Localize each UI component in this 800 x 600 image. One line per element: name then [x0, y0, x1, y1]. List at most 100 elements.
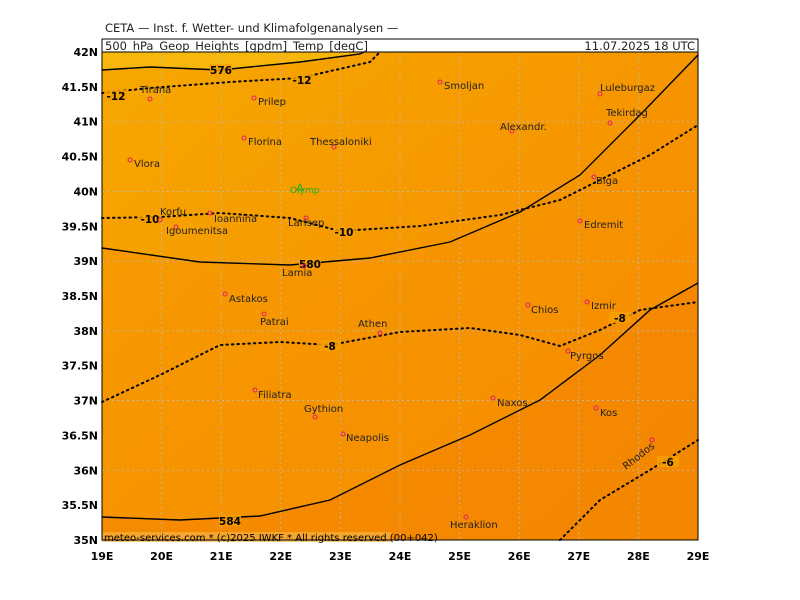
- lon-label: 23E: [329, 550, 352, 563]
- city-marker: [649, 437, 655, 443]
- lon-label: 19E: [91, 550, 114, 563]
- city-label: Lamia: [282, 268, 312, 279]
- city-marker: [303, 215, 309, 221]
- lat-label: 36N: [73, 464, 98, 477]
- city-label: Patrai: [260, 317, 289, 328]
- city-label: Edremit: [584, 220, 623, 231]
- contour-label: -12: [107, 91, 126, 103]
- city-label: Igoumenitsa: [166, 226, 228, 237]
- contour-label: -8: [324, 341, 336, 353]
- city-marker: [607, 120, 613, 126]
- city-label: Alexandr.: [500, 122, 547, 133]
- city-label: Heraklion: [450, 520, 498, 531]
- contour-label: 576: [210, 65, 232, 77]
- city-marker: [207, 210, 213, 216]
- contour-label-bg: [299, 258, 321, 269]
- contour-label-bg: [333, 226, 355, 237]
- contour-label: 584: [219, 516, 241, 528]
- city-label: Vlora: [134, 159, 160, 170]
- city-marker: [127, 157, 133, 163]
- city-label: Olymp: [290, 186, 320, 196]
- lon-label: 20E: [150, 550, 173, 563]
- city-label: Larisep: [288, 218, 324, 229]
- city-label: Tirana: [139, 85, 171, 96]
- city-marker: [577, 218, 583, 224]
- city-label: Chios: [531, 305, 558, 316]
- lat-label: 35.5N: [62, 499, 98, 512]
- contour-label-bg: [609, 312, 631, 323]
- city-marker: [565, 348, 571, 354]
- lat-label: 36.5N: [62, 429, 98, 442]
- city-marker: [301, 263, 307, 269]
- lat-label: 40.5N: [62, 151, 98, 164]
- city-marker: [490, 395, 496, 401]
- footer: meteo-services.com * (c)2025 IWKF * All …: [104, 533, 438, 544]
- lon-label: 22E: [269, 550, 292, 563]
- city-marker: [584, 299, 590, 305]
- contour-label-bg: [291, 74, 313, 85]
- city-label: Pyrgos: [570, 351, 604, 362]
- city-marker: [251, 95, 257, 101]
- city-label: Naxos: [497, 398, 528, 409]
- lat-label: 37N: [73, 395, 98, 408]
- footer-bg: [102, 532, 392, 542]
- city-marker: [173, 224, 179, 230]
- city-label: Izmir: [591, 301, 617, 312]
- city-label: Tekirdag: [605, 108, 648, 119]
- lon-label: 29E: [687, 550, 710, 563]
- contour-label-bg: [210, 64, 232, 75]
- city-label: Astakos: [229, 294, 268, 305]
- temperature-contour: [101, 124, 699, 233]
- contour-label-bg: [105, 90, 127, 101]
- city-label: Ioannina: [214, 214, 257, 225]
- city-label: Gythion: [304, 404, 343, 415]
- contour-label: -6: [662, 457, 674, 469]
- height-band: [102, 52, 364, 70]
- city-marker: [222, 291, 228, 297]
- city-label: Korfu: [160, 207, 186, 218]
- city-label: Filiatra: [258, 390, 292, 401]
- city-marker: [591, 174, 597, 180]
- city-marker: [340, 431, 346, 437]
- title: 500_hPa_Geop_Heights_[gpdm]_Temp_[degC]: [105, 39, 368, 53]
- city-marker: [312, 414, 318, 420]
- city-marker: [147, 96, 153, 102]
- city-label: Biga: [596, 176, 618, 187]
- city-marker: [463, 514, 469, 520]
- lat-label: 41.5N: [62, 81, 98, 94]
- header: CETA — Inst. f. Wetter- und Klimafolgena…: [105, 21, 398, 35]
- city-marker: [331, 144, 337, 150]
- lat-label: 42N: [73, 46, 98, 59]
- contour-label-bg: [657, 456, 679, 467]
- height-contour: [101, 51, 365, 71]
- city-label: Florina: [248, 137, 282, 148]
- city-marker: [437, 79, 443, 85]
- city-label: Neapolis: [346, 433, 389, 444]
- city-marker: [252, 387, 258, 393]
- city-marker: [509, 128, 515, 134]
- lon-label: 28E: [627, 550, 650, 563]
- city-marker: [157, 217, 163, 223]
- lon-label: 21E: [210, 550, 233, 563]
- city-marker: [241, 135, 247, 141]
- temperature-contour: [101, 301, 699, 403]
- temperature-contour: [101, 51, 381, 94]
- mountain-marker: [296, 182, 304, 191]
- lon-label: 24E: [389, 550, 412, 563]
- height-contour: [101, 54, 699, 266]
- contour-label-bg: [139, 213, 161, 224]
- lon-label: 25E: [448, 550, 471, 563]
- lon-label: 27E: [567, 550, 590, 563]
- valid-time: 11.07.2025 18 UTC: [584, 39, 695, 53]
- contour-label: -12: [293, 75, 312, 87]
- city-marker: [597, 91, 603, 97]
- city-label: Athen: [358, 319, 387, 330]
- lon-label: 26E: [508, 550, 531, 563]
- lat-label: 38.5N: [62, 290, 98, 303]
- city-label: Thessaloniki: [309, 137, 372, 148]
- city-label: Luleburgaz: [600, 83, 655, 94]
- contour-label-bg: [219, 515, 241, 526]
- city-label: Smoljan: [444, 81, 484, 92]
